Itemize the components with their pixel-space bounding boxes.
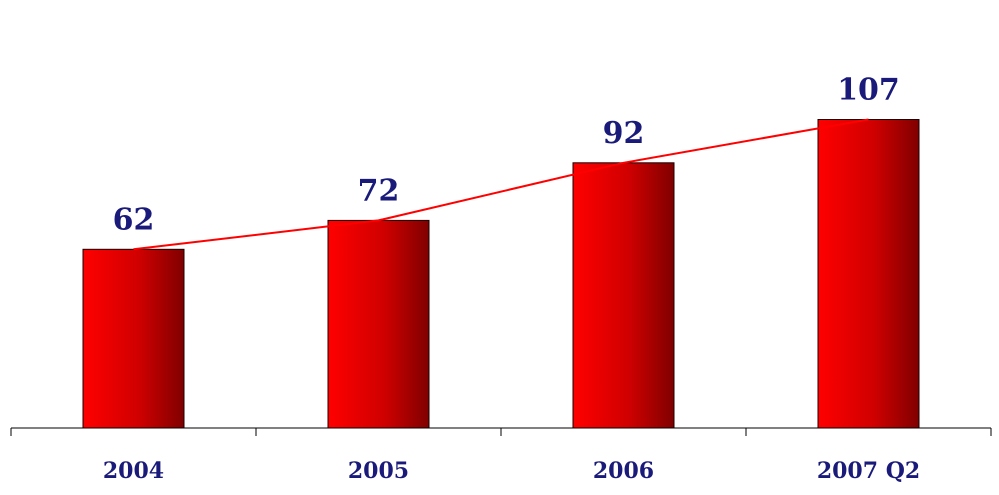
bar-2007-q2	[817, 119, 920, 429]
x-tick-label: 2004	[103, 458, 164, 484]
x-tick-label: 2006	[593, 458, 654, 484]
data-label: 72	[358, 173, 400, 208]
trend-line-layer	[133, 118, 869, 251]
bars-layer	[82, 119, 920, 429]
x-axis: 2004 2005 2006 2007 Q2	[10, 427, 992, 484]
bar-2005	[327, 219, 430, 429]
bar-2004	[82, 248, 185, 429]
x-tick-label: 2005	[348, 458, 409, 484]
bar-2006	[572, 162, 675, 429]
data-label: 107	[837, 73, 900, 108]
data-labels-layer: 62 72 92 107	[113, 73, 900, 238]
trend-line	[133, 118, 869, 251]
data-label: 62	[113, 202, 155, 237]
data-label: 92	[603, 116, 645, 151]
x-tick-label: 2007 Q2	[817, 458, 920, 484]
